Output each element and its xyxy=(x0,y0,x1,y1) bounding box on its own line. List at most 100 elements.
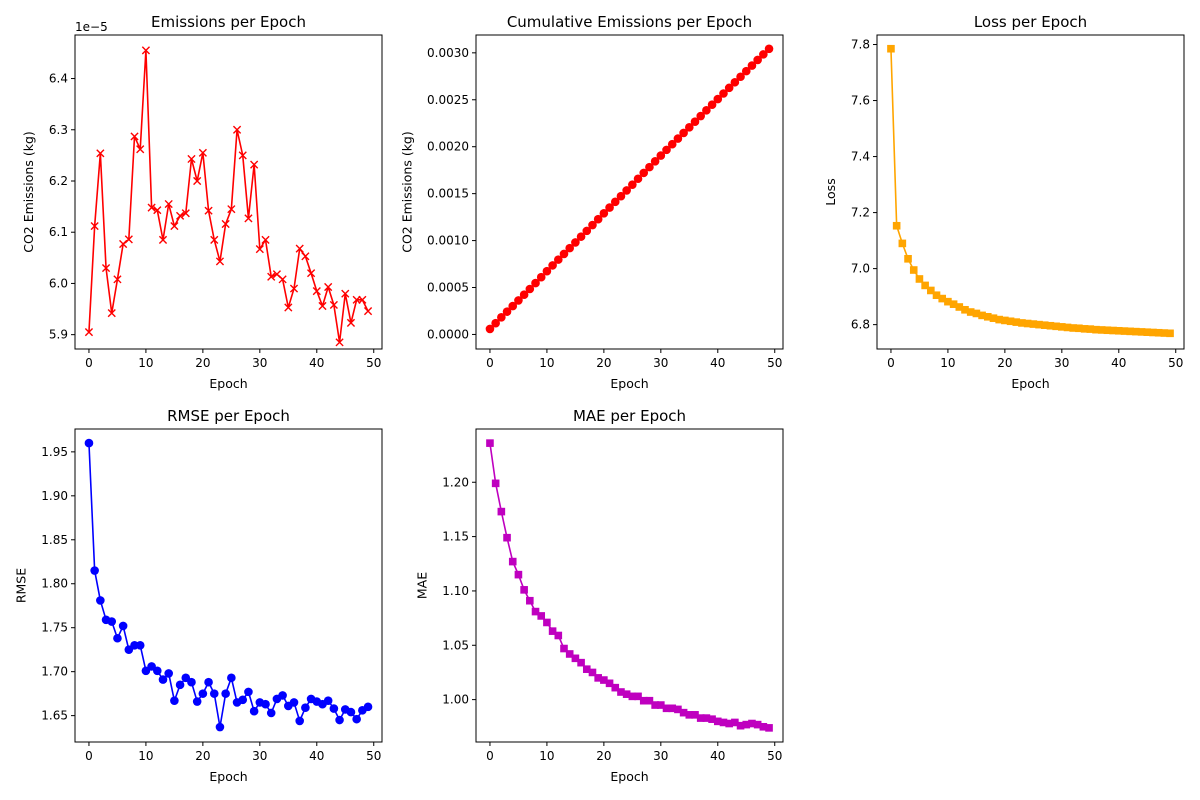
data-point xyxy=(255,245,264,254)
data-point xyxy=(141,46,151,55)
y-tick-label: 0.0020 xyxy=(427,140,469,154)
data-point xyxy=(107,617,117,626)
data-point xyxy=(554,255,563,264)
y-tick-label: 1.15 xyxy=(442,530,469,544)
y-tick-label: 6.4 xyxy=(49,72,68,86)
y-tick-label: 6.0 xyxy=(49,276,68,290)
data-point xyxy=(497,312,506,322)
data-point xyxy=(1143,328,1152,336)
data-point xyxy=(949,300,958,308)
x-tick-label: 20 xyxy=(596,749,611,763)
data-point xyxy=(536,272,546,282)
data-point xyxy=(295,716,304,726)
y-tick-label: 0.0015 xyxy=(427,187,469,201)
data-point xyxy=(748,719,756,728)
y-tick-label: 1.95 xyxy=(41,445,68,459)
data-point xyxy=(1109,326,1117,335)
data-point xyxy=(1166,329,1174,338)
data-point xyxy=(972,309,981,318)
data-point xyxy=(266,708,276,718)
data-point xyxy=(158,675,168,684)
data-point xyxy=(502,307,512,316)
data-point xyxy=(702,714,711,722)
y-axis-label: Loss xyxy=(823,178,838,205)
y-tick-label: 7.4 xyxy=(851,150,870,164)
x-tick-label: 0 xyxy=(486,356,494,370)
x-tick-label: 40 xyxy=(1111,356,1126,370)
data-point xyxy=(696,111,705,121)
data-point xyxy=(593,214,603,224)
chart-title: RMSE per Epoch xyxy=(167,407,290,425)
y-axis-label: CO2 Emissions (kg) xyxy=(21,131,36,253)
x-tick-label: 50 xyxy=(366,356,381,370)
data-point xyxy=(158,235,168,244)
data-point xyxy=(719,89,728,98)
chart-title: Emissions per Epoch xyxy=(151,13,306,31)
y-tick-label: 1.70 xyxy=(41,665,68,679)
data-point xyxy=(909,266,918,274)
data-point xyxy=(708,715,716,723)
data-point xyxy=(250,160,259,169)
y-tick-label: 1.00 xyxy=(442,693,469,707)
data-point xyxy=(113,275,122,284)
x-tick-label: 30 xyxy=(252,749,267,763)
data-point xyxy=(1080,325,1089,333)
data-point xyxy=(565,243,574,253)
data-point xyxy=(227,205,236,214)
data-point xyxy=(215,257,225,266)
series-line xyxy=(88,49,369,344)
y-tick-label: 1.65 xyxy=(41,709,68,723)
x-axis-label: Epoch xyxy=(610,376,648,391)
data-point xyxy=(289,284,299,293)
data-point xyxy=(318,301,327,311)
data-point xyxy=(153,666,162,676)
data-point xyxy=(1006,317,1015,326)
data-point xyxy=(577,658,585,667)
y-tick-label: 0.0010 xyxy=(427,234,469,248)
data-point xyxy=(101,263,111,273)
data-point xyxy=(118,621,128,631)
axes-frame xyxy=(475,428,784,743)
x-tick-label: 10 xyxy=(138,749,153,763)
data-point xyxy=(978,311,986,320)
subplot-1: Emissions per Epoch 1e−5 0 10 20 30 40 50 5.9 6.0… xyxy=(21,13,383,391)
data-point xyxy=(662,704,671,713)
data-point xyxy=(1126,327,1134,336)
x-tick-label: 10 xyxy=(539,356,554,370)
data-point xyxy=(329,300,338,310)
data-point xyxy=(571,654,580,663)
data-point xyxy=(526,596,534,605)
data-point xyxy=(713,94,723,104)
data-point xyxy=(113,633,122,643)
chart-title: Cumulative Emissions per Epoch xyxy=(507,13,752,31)
data-point xyxy=(192,697,202,706)
y-tick-label: 7.8 xyxy=(851,38,870,52)
data-point xyxy=(164,199,173,209)
data-point xyxy=(1075,324,1083,333)
data-point xyxy=(486,439,494,447)
data-point xyxy=(323,696,333,705)
x-axis-label: Epoch xyxy=(209,769,247,784)
data-point xyxy=(736,721,745,730)
data-point xyxy=(543,618,551,627)
data-point xyxy=(576,232,586,241)
data-point xyxy=(657,701,665,709)
data-point xyxy=(1023,319,1032,328)
data-point xyxy=(759,722,768,731)
data-point xyxy=(927,286,935,295)
data-point xyxy=(170,221,179,231)
data-point xyxy=(898,239,907,248)
data-point xyxy=(645,696,654,705)
data-point xyxy=(559,249,569,259)
data-point xyxy=(707,100,717,109)
data-point xyxy=(616,191,626,201)
x-tick-label: 30 xyxy=(1054,356,1069,370)
data-point xyxy=(187,154,196,164)
data-point xyxy=(725,719,733,728)
y-tick-label: 1.85 xyxy=(41,533,68,547)
data-point xyxy=(84,438,94,448)
data-point xyxy=(147,203,156,212)
data-point xyxy=(932,291,941,300)
data-point xyxy=(685,711,694,719)
x-tick-label: 30 xyxy=(252,356,267,370)
